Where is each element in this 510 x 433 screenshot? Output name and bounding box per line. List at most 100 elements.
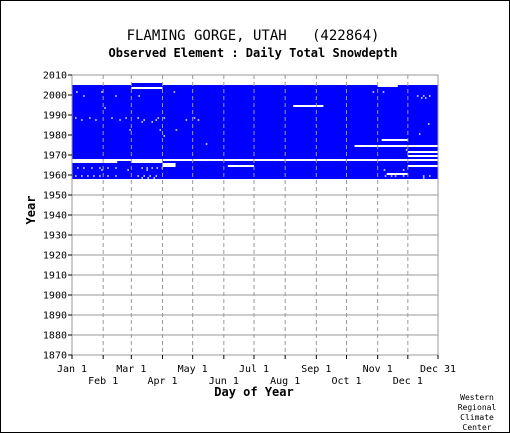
missing-day-1999-350 <box>422 95 425 97</box>
missing-segment-10 <box>377 85 398 87</box>
x-axis-label: Day of Year <box>214 385 293 399</box>
missing-day-1988-66 <box>137 117 139 119</box>
missing-day-1979-92 <box>163 135 166 137</box>
y-tick-label-1890: 1890 <box>43 311 67 322</box>
plot-area <box>71 74 439 356</box>
x-tick-label-182: Jul 1 <box>239 364 269 375</box>
missing-day-1962-330 <box>402 169 405 171</box>
missing-day-1958-76 <box>147 177 150 179</box>
x-tick-label-274: Oct 1 <box>331 376 361 387</box>
chart-subtitle: Observed Element : Daily Total Snowdepth <box>109 46 398 60</box>
missing-segment-5 <box>227 165 254 167</box>
missing-day-1959-28 <box>99 175 101 177</box>
missing-day-1986-70 <box>141 121 143 123</box>
missing-segment-1 <box>72 161 118 163</box>
y-tick-label-1930: 1930 <box>43 231 67 242</box>
missing-day-1962-311 <box>383 169 386 171</box>
missing-day-1959-10 <box>81 175 83 177</box>
missing-day-1999-356 <box>428 95 431 97</box>
y-tick-label-1960: 1960 <box>43 171 67 182</box>
missing-day-1988-92 <box>163 117 166 119</box>
missing-day-1987-48 <box>119 119 121 121</box>
missing-day-1959-356 <box>428 175 431 177</box>
missing-day-1963-28 <box>99 167 101 169</box>
missing-day-1959-16 <box>87 175 89 177</box>
missing-day-1959-312 <box>384 175 387 177</box>
missing-day-1959-78 <box>149 175 152 177</box>
missing-day-1963-85 <box>156 167 159 169</box>
missing-day-2001-5 <box>76 91 78 93</box>
missing-segment-3 <box>162 163 176 165</box>
y-tick-label-1990: 1990 <box>43 111 67 122</box>
y-tick-label-1980: 1980 <box>43 131 67 142</box>
data-coverage-block <box>72 83 438 181</box>
missing-day-1963-12 <box>83 167 85 169</box>
y-tick-label-1970: 1970 <box>43 151 67 162</box>
missing-day-1987-72 <box>143 119 145 121</box>
missing-segment-0 <box>72 159 438 161</box>
missing-day-1988-86 <box>157 117 160 119</box>
missing-day-1963-80 <box>151 167 154 169</box>
credit-line-1: Western <box>460 393 494 402</box>
missing-day-2001-102 <box>173 91 176 93</box>
missing-segment-17 <box>72 179 438 181</box>
x-tick-label-244: Sep 1 <box>301 364 331 375</box>
missing-day-1959-350 <box>422 175 425 177</box>
missing-segment-16 <box>386 173 408 175</box>
missing-day-1959-72 <box>143 175 145 177</box>
missing-day-1959-44 <box>115 175 117 177</box>
missing-day-2001-310 <box>382 91 385 93</box>
missing-day-1980-346 <box>418 133 421 135</box>
missing-day-1963-75 <box>146 167 149 169</box>
missing-day-1962-56 <box>127 169 129 171</box>
missing-segment-8 <box>72 83 132 85</box>
y-axis-label: Year <box>24 196 38 225</box>
missing-day-1988-40 <box>111 117 113 119</box>
missing-day-1963-20 <box>91 167 93 169</box>
missing-day-1959-36 <box>107 175 109 177</box>
missing-day-1962-30 <box>101 169 103 171</box>
missing-day-1999-44 <box>115 95 117 97</box>
y-tick-label-2000: 2000 <box>43 91 67 102</box>
missing-day-1959-318 <box>390 175 393 177</box>
missing-day-1987-24 <box>95 119 97 121</box>
missing-day-1959-322 <box>394 175 397 177</box>
missing-day-1975-134 <box>205 143 208 145</box>
missing-day-2001-300 <box>372 91 375 93</box>
missing-day-1987-84 <box>155 119 158 121</box>
missing-segment-9 <box>162 83 438 85</box>
missing-day-1963-70 <box>141 167 143 169</box>
axis-ticks: 1870 1880 1890 1900 1910 1920 1930 1940 1950 1960… <box>43 71 456 388</box>
x-tick-label-365: Dec 31 <box>420 364 456 375</box>
missing-day-1999-67 <box>138 95 140 97</box>
chart-title: FLAMING GORGE, UTAH (422864) <box>127 28 380 44</box>
missing-segment-4 <box>162 165 176 167</box>
missing-day-1988-54 <box>125 117 127 119</box>
missing-segment-15 <box>407 165 438 167</box>
missing-day-1993-33 <box>104 107 106 109</box>
missing-day-1982-88 <box>159 129 162 131</box>
missing-day-1985-355 <box>427 123 430 125</box>
x-tick-label-152: Jun 1 <box>209 376 239 387</box>
missing-day-1987-10 <box>81 119 83 121</box>
missing-segment-11 <box>381 139 408 141</box>
missing-day-1982-104 <box>175 129 178 131</box>
missing-day-2001-30 <box>101 91 103 93</box>
y-tick-label-2010: 2010 <box>43 71 67 82</box>
y-tick-label-1880: 1880 <box>43 331 67 342</box>
y-tick-label-1920: 1920 <box>43 251 67 262</box>
missing-segment-14 <box>407 155 438 157</box>
missing-segment-7 <box>131 87 163 89</box>
missing-day-1999-344 <box>416 95 419 97</box>
missing-day-1988-4 <box>75 117 77 119</box>
x-tick-label-335: Dec 1 <box>393 376 423 387</box>
missing-day-1963-6 <box>77 167 79 169</box>
credit-line-2: Regional <box>458 403 497 412</box>
x-tick-label-60: Mar 1 <box>116 364 146 375</box>
y-tick-label-1950: 1950 <box>43 191 67 202</box>
missing-segment-12 <box>354 145 438 147</box>
missing-day-1987-114 <box>185 119 188 121</box>
missing-day-1959-330 <box>402 175 405 177</box>
missing-day-1986-80 <box>151 121 154 123</box>
